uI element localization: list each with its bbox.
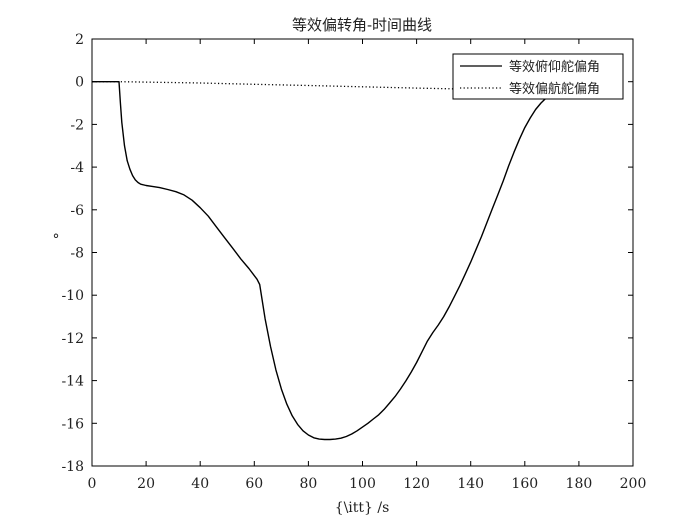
x-tick-label: 20: [137, 476, 155, 492]
plot-area: [91, 38, 634, 467]
x-tick-label: 180: [566, 476, 593, 492]
x-tick-label: 40: [191, 476, 209, 492]
legend-label-rudder: 等效偏航舵偏角: [509, 81, 600, 97]
x-tick-label: 100: [349, 476, 376, 492]
y-tick-label: -10: [61, 288, 84, 304]
legend-label-elevator: 等效俯仰舵偏角: [509, 59, 600, 75]
x-tick-label: 160: [511, 476, 538, 492]
y-tick-label: -14: [61, 374, 84, 390]
y-axis: 2 0 -2 -4 -6 -8 -10 -12 -14 -16 -18: [61, 32, 633, 475]
y-tick-label: 0: [75, 75, 84, 91]
x-tick-label: 80: [299, 476, 317, 492]
y-tick-label: -2: [70, 117, 84, 133]
y-tick-label: -4: [70, 160, 84, 176]
legend: 等效俯仰舵偏角 等效偏航舵偏角: [452, 53, 624, 100]
y-tick-label: -8: [70, 246, 84, 262]
x-tick-label: 140: [457, 476, 484, 492]
x-axis-label: {\itt} /s: [335, 500, 390, 516]
legend-box: [452, 53, 624, 100]
y-tick-label: -6: [70, 203, 84, 219]
y-axis-label: °: [53, 232, 60, 248]
y-tick-label: 2: [75, 32, 84, 48]
x-tick-label: 0: [88, 476, 97, 492]
x-axis: 0 20 40 60 80 100 120 140 160 180 200: [88, 39, 647, 492]
x-tick-label: 120: [403, 476, 430, 492]
series-line-elevator: [92, 80, 572, 441]
y-tick-label: -12: [61, 331, 84, 347]
chart-title: 等效偏转角-时间曲线: [292, 16, 432, 34]
y-tick-label: -18: [61, 459, 84, 475]
x-tick-label: 200: [620, 476, 647, 492]
x-tick-label: 60: [245, 476, 263, 492]
y-tick-label: -16: [61, 416, 84, 432]
